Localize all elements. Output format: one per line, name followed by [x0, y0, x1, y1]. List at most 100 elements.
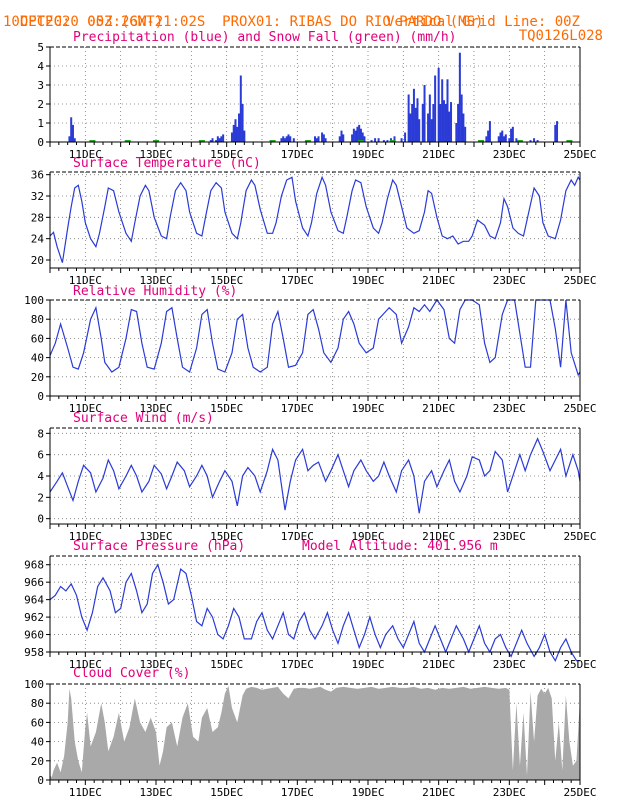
- precip-snow-bar: [269, 140, 276, 142]
- rh-xtick-label: 21DEC: [422, 402, 455, 415]
- precip-ytick-label: 5: [37, 41, 44, 54]
- precip-ytick-label: 4: [37, 60, 44, 73]
- precip-bar: [533, 138, 536, 142]
- cloud-ytick-label: 80: [31, 697, 44, 710]
- wind-xtick-label: 15DEC: [210, 530, 243, 543]
- precip-bar: [501, 130, 504, 142]
- pres-xtick-label: 19DEC: [351, 658, 384, 671]
- temp-xtick-label: 21DEC: [422, 274, 455, 287]
- precip-bar: [218, 138, 221, 142]
- precip-ytick-label: 3: [37, 79, 44, 92]
- precip-bar: [285, 136, 288, 142]
- precip-bar: [432, 104, 435, 142]
- precip-bar: [411, 104, 414, 142]
- rh-xtick-label: 11DEC: [69, 402, 102, 415]
- precip-bar: [428, 94, 431, 142]
- precip-bar: [324, 138, 327, 142]
- precip-bar: [315, 138, 318, 142]
- cloud-ytick-label: 0: [37, 774, 44, 787]
- precip-xtick-label: 17DEC: [281, 148, 314, 161]
- precip-bar: [71, 124, 74, 142]
- wind-xtick-label: 23DEC: [493, 530, 526, 543]
- precip-bar: [222, 134, 225, 142]
- precip-bar: [510, 128, 513, 142]
- rh-ytick-label: 0: [37, 390, 44, 403]
- rh-ytick-label: 60: [31, 332, 44, 345]
- precip-bar: [508, 138, 511, 142]
- precip-bar: [340, 130, 343, 142]
- precip-bar: [239, 75, 242, 142]
- wind-xtick-label: 19DEC: [351, 530, 384, 543]
- precip-bar: [351, 134, 354, 142]
- precip-xtick-label: 23DEC: [493, 148, 526, 161]
- precip-bar: [338, 136, 341, 142]
- pres-xtick-label: 21DEC: [422, 658, 455, 671]
- temp-ytick-label: 36: [31, 169, 44, 182]
- precip-bar: [322, 134, 325, 142]
- precip-bar: [414, 107, 417, 142]
- pres-xtick-label: 17DEC: [281, 658, 314, 671]
- cloud-xtick-label: 25DEC: [563, 786, 596, 799]
- precip-bar: [464, 126, 467, 142]
- precip-bar: [487, 130, 490, 142]
- temp-ytick-label: 32: [31, 190, 44, 203]
- precip-snow-bar: [516, 140, 523, 142]
- cloud-ytick-label: 100: [24, 678, 44, 691]
- precip-bar: [441, 79, 444, 142]
- precip-bar: [209, 140, 212, 142]
- wind-ytick-label: 6: [37, 449, 44, 462]
- rh-title: Relative Humidity (%): [73, 284, 238, 299]
- precip-bar: [556, 121, 559, 142]
- precip-snow-bar: [389, 140, 396, 142]
- precip-bar: [238, 113, 241, 142]
- pres-ytick-label: 968: [24, 559, 44, 572]
- precip-bar: [485, 136, 488, 142]
- cloud-xtick-label: 11DEC: [69, 786, 102, 799]
- precip-snow-bar: [198, 140, 205, 142]
- precip-bar: [73, 138, 76, 142]
- pres-xtick-label: 13DEC: [139, 658, 172, 671]
- precip-bar: [437, 67, 440, 142]
- precip-bar: [354, 130, 357, 142]
- precip-xtick-label: 21DEC: [422, 148, 455, 161]
- wind-xtick-label: 11DEC: [69, 530, 102, 543]
- precip-bar: [314, 136, 316, 142]
- wind-ytick-label: 4: [37, 470, 44, 483]
- precip-bar: [462, 113, 465, 142]
- precip-bar: [442, 100, 445, 142]
- precip-bar: [230, 132, 233, 142]
- precip-bar: [68, 136, 71, 142]
- precip-snow-bar: [478, 140, 485, 142]
- header-location: PROX01: RIBAS DO RIO PARDO (MS): [222, 14, 484, 30]
- precip-bar: [292, 138, 295, 142]
- precip-bar: [407, 94, 410, 142]
- rh-ytick-label: 100: [24, 294, 44, 307]
- precip-bar: [289, 136, 292, 142]
- precip-bar: [232, 124, 235, 142]
- temp-xtick-label: 11DEC: [69, 274, 102, 287]
- rh-ytick-label: 20: [31, 371, 44, 384]
- precip-bar: [234, 119, 237, 142]
- temp-ytick-label: 20: [31, 254, 44, 267]
- precip-bar: [536, 140, 539, 142]
- precip-bar: [370, 140, 373, 142]
- precip-bar: [460, 94, 463, 142]
- precip-bar: [503, 136, 506, 142]
- rh-xtick-label: 19DEC: [351, 402, 384, 415]
- cloud-xtick-label: 17DEC: [281, 786, 314, 799]
- precip-snow-bar: [153, 140, 159, 142]
- precip-bar: [386, 140, 389, 142]
- temp-xtick-label: 17DEC: [281, 274, 314, 287]
- pres-ytick-label: 960: [24, 629, 44, 642]
- precip-bar: [423, 85, 426, 142]
- precip-bar: [393, 136, 396, 142]
- precip-bar: [430, 119, 433, 142]
- rh-ytick-label: 40: [31, 352, 44, 365]
- precip-bar: [374, 138, 377, 142]
- precip-bar: [404, 132, 407, 142]
- precip-bar: [282, 136, 285, 142]
- cloud-ytick-label: 40: [31, 736, 44, 749]
- temp-ytick-label: 28: [31, 211, 44, 224]
- precip-bar: [216, 136, 219, 142]
- precip-bar: [359, 128, 362, 142]
